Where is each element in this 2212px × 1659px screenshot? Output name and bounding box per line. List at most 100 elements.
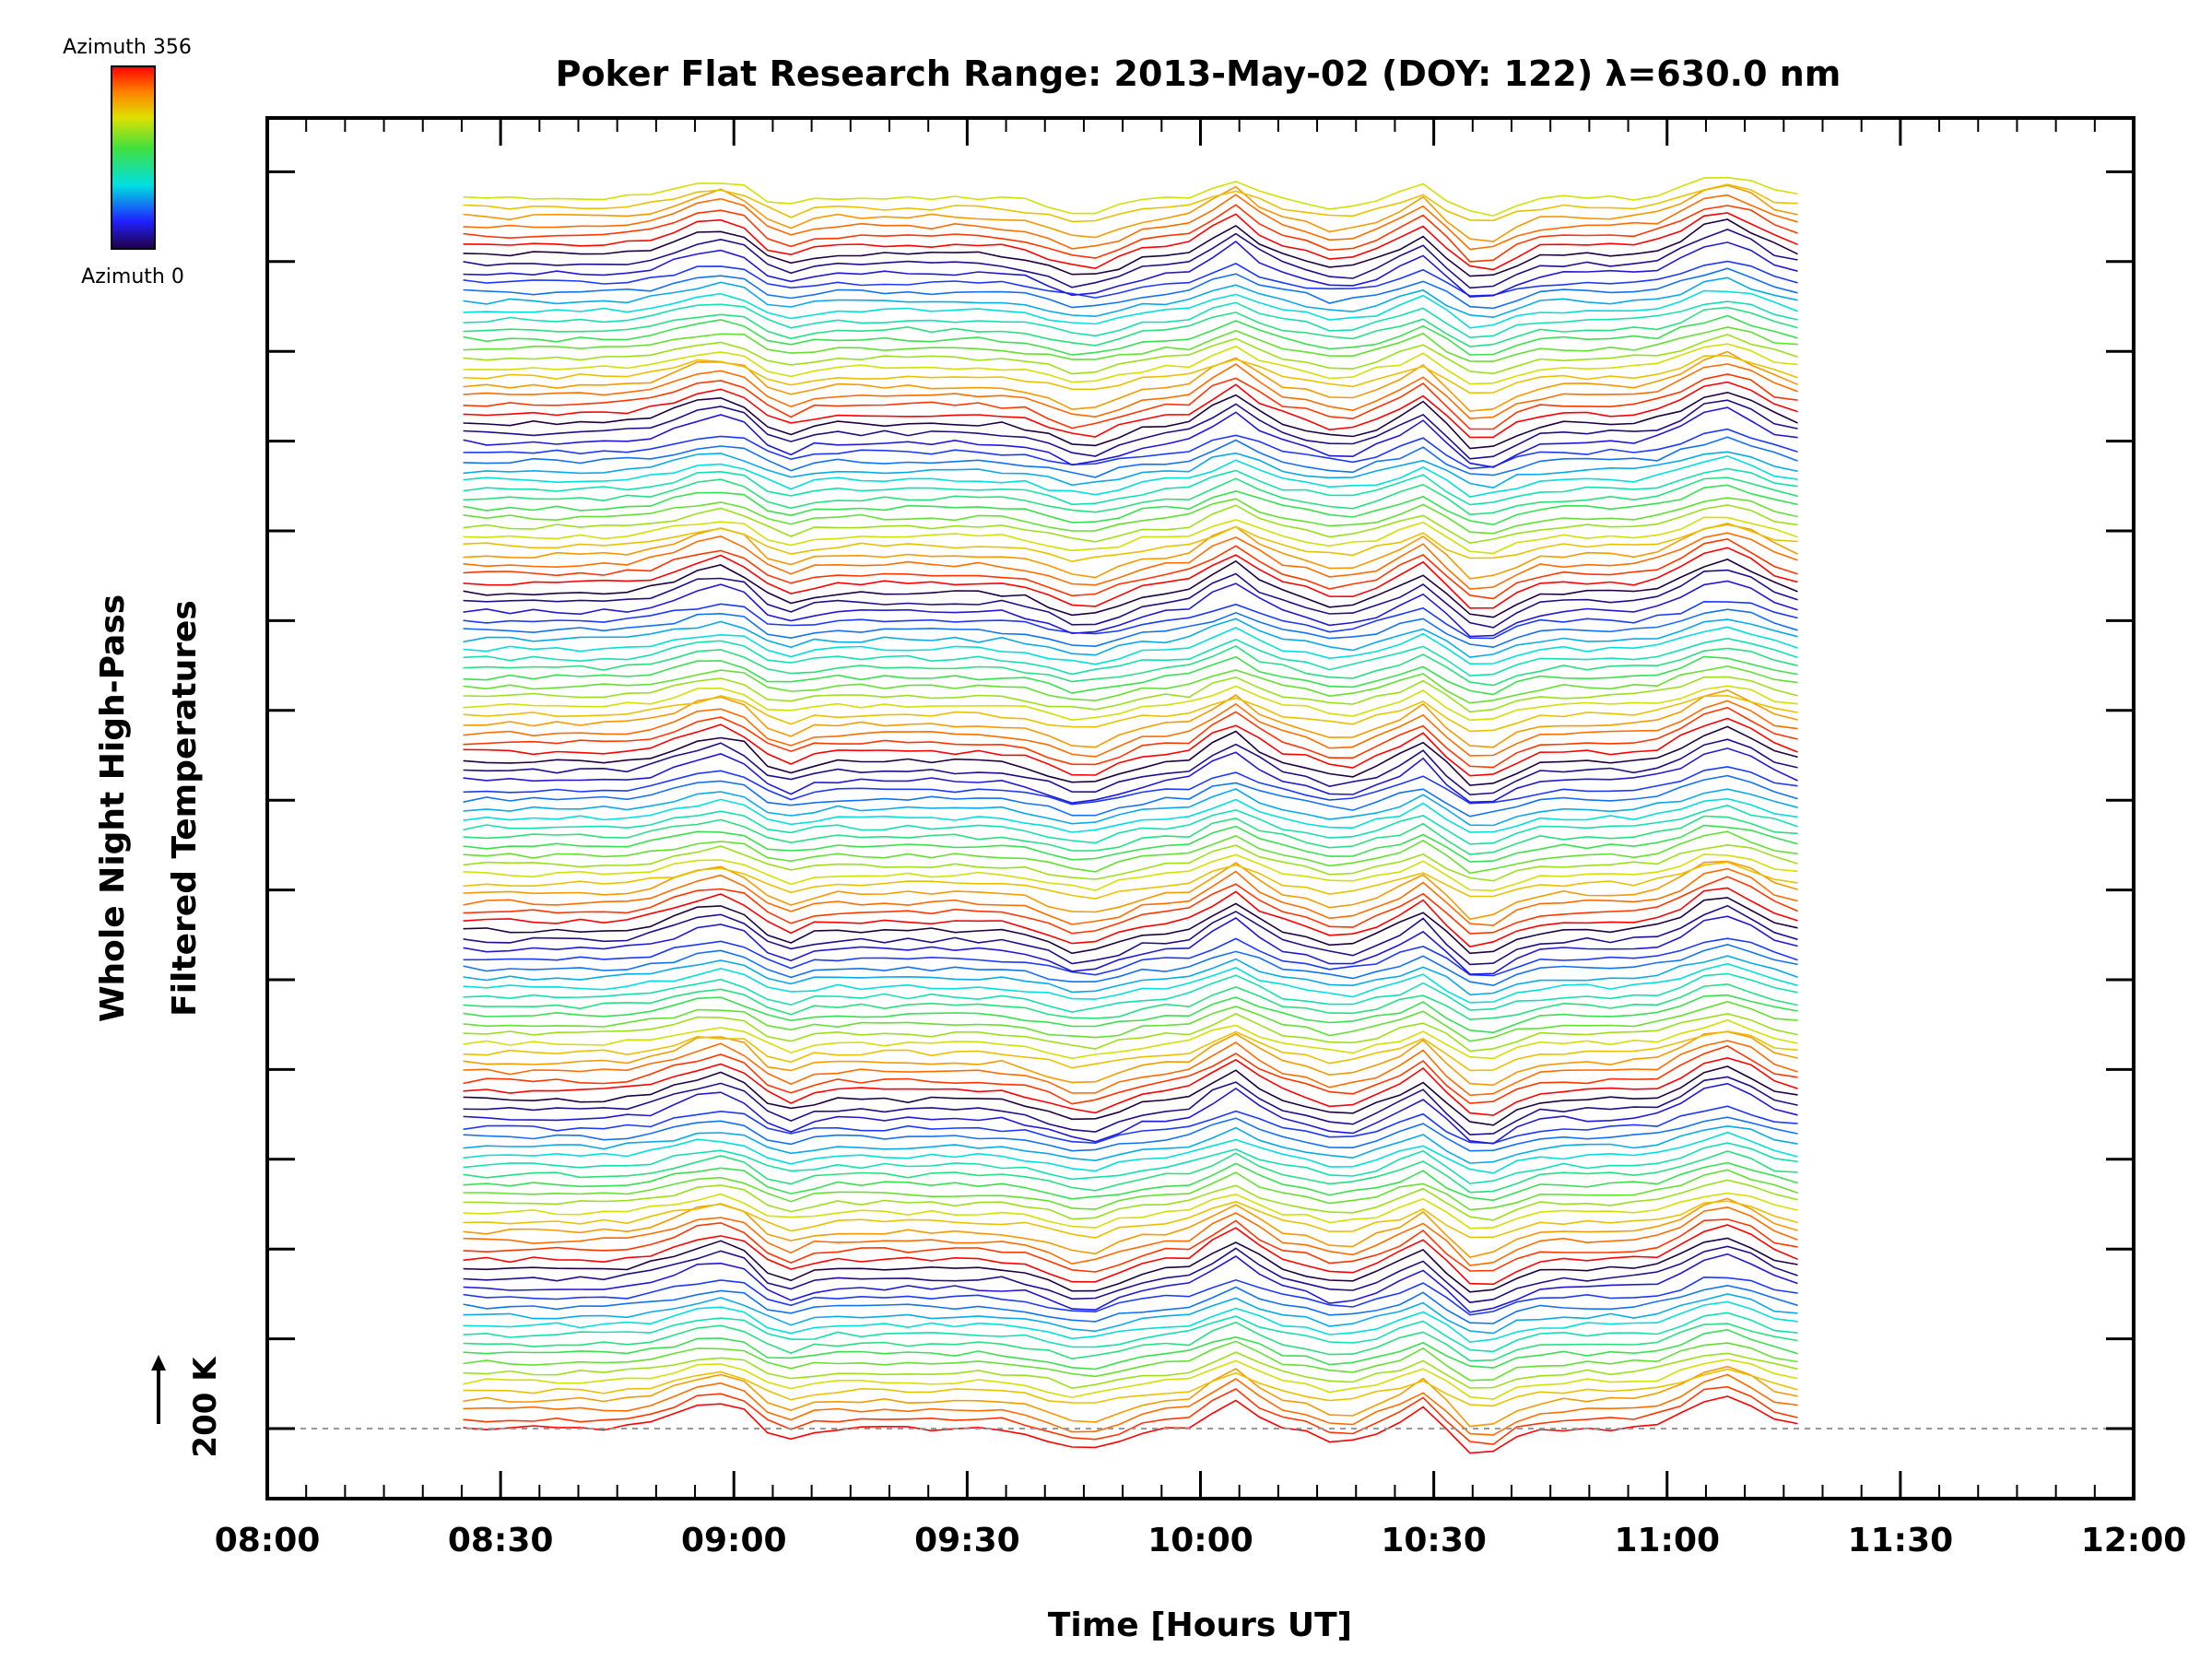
temperature-trace <box>463 580 1798 638</box>
temperature-trace <box>463 1012 1798 1053</box>
temperature-trace <box>463 484 1798 526</box>
temperature-trace <box>463 229 1798 289</box>
colorbar-bottom-label: Azimuth 0 <box>81 265 184 288</box>
temperature-trace <box>463 1245 1798 1303</box>
x-tick-label: 11:30 <box>1848 1522 1954 1559</box>
temperature-trace <box>463 569 1798 629</box>
temperature-trace <box>463 537 1798 600</box>
temperature-trace <box>463 797 1798 833</box>
temperature-trace <box>463 725 1798 786</box>
temperature-trace <box>463 1218 1798 1273</box>
temperature-trace <box>463 1179 1798 1221</box>
temperature-trace <box>463 399 1798 460</box>
temperature-trace <box>463 1018 1798 1060</box>
temperature-trace <box>463 805 1798 845</box>
temperature-trace <box>463 381 1798 439</box>
temperature-trace <box>463 853 1798 892</box>
temperature-trace <box>463 1365 1798 1428</box>
x-tick-label: 09:00 <box>681 1522 787 1559</box>
temperature-trace <box>463 212 1798 271</box>
temperature-trace <box>463 1373 1798 1436</box>
temperature-trace <box>463 861 1798 900</box>
temperature-trace <box>463 333 1798 375</box>
temperature-trace <box>463 1000 1798 1042</box>
temperature-trace <box>463 1293 1798 1335</box>
scale-bar: 200 K <box>151 1355 224 1458</box>
temperature-trace <box>463 1385 1798 1445</box>
temperature-trace <box>463 766 1798 806</box>
temperature-trace <box>463 1206 1798 1266</box>
temperature-trace <box>463 994 1798 1034</box>
temperature-trace <box>463 1351 1798 1390</box>
x-tick-label: 11:00 <box>1614 1522 1720 1559</box>
temperature-trace <box>463 289 1798 329</box>
temperature-trace <box>463 867 1798 926</box>
x-tick-labels: 08:00 08:30 09:00 09:30 10:00 10:30 11:00 11:30… <box>215 1522 2187 1559</box>
temperature-trace <box>463 1161 1798 1202</box>
temperature-trace <box>463 1131 1798 1174</box>
temperature-trace <box>463 1284 1798 1324</box>
temperature-trace <box>463 204 1798 263</box>
temperature-trace <box>463 314 1798 356</box>
temperature-trace <box>463 467 1798 506</box>
temperature-trace <box>463 1150 1798 1194</box>
temperature-trace <box>463 1395 1798 1454</box>
temperature-trace <box>463 1200 1798 1239</box>
temperature-trace <box>463 637 1798 677</box>
x-tick-label: 08:30 <box>448 1522 554 1559</box>
temperature-trace <box>463 1030 1798 1072</box>
axis-ticks <box>265 118 2136 1499</box>
temperature-trace <box>463 522 1798 563</box>
x-tick-label: 10:30 <box>1381 1522 1487 1559</box>
temperature-trace <box>463 1030 1798 1087</box>
colorbar: Azimuth 356 Azimuth 0 <box>63 36 192 288</box>
temperature-trace <box>463 1237 1798 1293</box>
temperature-trace <box>463 815 1798 855</box>
temperature-trace <box>463 717 1798 777</box>
temperature-trace <box>463 451 1798 489</box>
temperature-trace <box>463 183 1798 223</box>
temperature-trace <box>463 343 1798 385</box>
temperature-trace <box>463 1321 1798 1362</box>
temperature-trace <box>463 608 1798 649</box>
temperature-trace <box>463 655 1798 696</box>
x-tick-label: 10:00 <box>1147 1522 1253 1559</box>
x-tick-label: 12:00 <box>2081 1522 2187 1559</box>
temperature-trace <box>463 1045 1798 1105</box>
temperature-trace <box>463 618 1798 658</box>
temperature-trace <box>463 350 1798 412</box>
temperature-trace <box>463 306 1798 347</box>
temperature-trace <box>463 1312 1798 1353</box>
temperature-trace <box>463 1368 1798 1407</box>
temperature-trace <box>463 738 1798 796</box>
temperature-trace <box>463 788 1798 827</box>
x-axis-label: Time [Hours UT] <box>1048 1606 1352 1644</box>
temperature-trace <box>463 267 1798 310</box>
temperature-trace <box>463 524 1798 580</box>
temperature-trace <box>463 1169 1798 1211</box>
temperature-trace <box>463 240 1798 298</box>
temperature-trace <box>463 532 1798 590</box>
temperature-trace <box>463 1300 1798 1343</box>
temperature-trace <box>463 1359 1798 1400</box>
x-tick-label: 08:00 <box>215 1522 321 1559</box>
temperature-trace <box>463 194 1798 251</box>
temperature-trace <box>463 1040 1798 1097</box>
temperature-trace <box>463 1276 1798 1316</box>
temperature-trace <box>463 455 1798 499</box>
temperature-trace <box>463 354 1798 394</box>
temperature-trace <box>463 915 1798 975</box>
temperature-trace <box>463 363 1798 419</box>
temperature-trace <box>463 955 1798 996</box>
temperature-trace <box>463 1056 1798 1116</box>
temperature-trace <box>463 218 1798 277</box>
temperature-trace <box>463 626 1798 665</box>
temperature-trace <box>463 497 1798 535</box>
temperature-trace <box>463 665 1798 704</box>
temperature-trace <box>463 1065 1798 1126</box>
temperature-trace <box>463 824 1798 863</box>
temperature-trace <box>463 943 1798 987</box>
y-axis-label-line1: Whole Night High-Pass <box>94 594 132 1022</box>
temperature-trace <box>463 1328 1798 1371</box>
